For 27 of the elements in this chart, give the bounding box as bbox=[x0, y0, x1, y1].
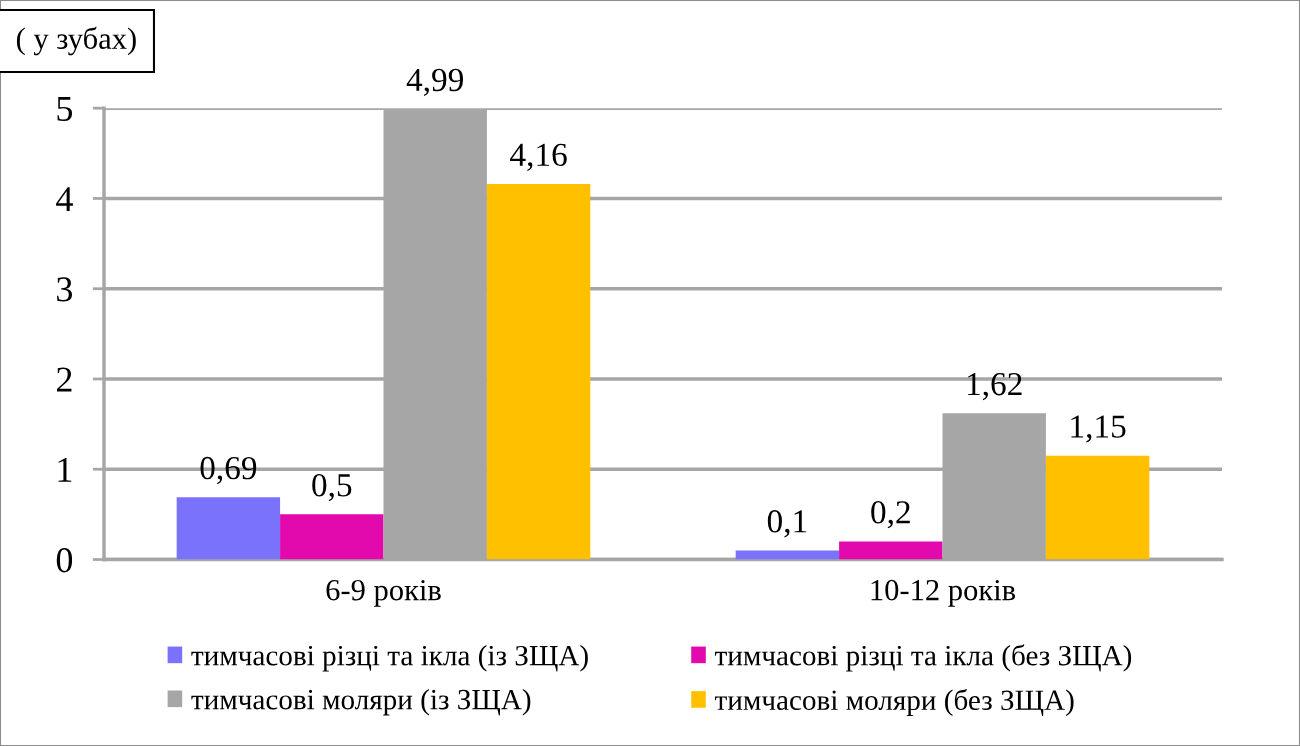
data-label: 0,1 bbox=[767, 510, 807, 538]
legend-label: тимчасові моляри (із ЗЩА) bbox=[191, 688, 531, 716]
data-label: 4,99 bbox=[406, 68, 464, 96]
bar bbox=[839, 541, 943, 560]
x-tick-label: 10-12 років bbox=[871, 579, 1016, 607]
y-tick-label: 3 bbox=[57, 277, 73, 302]
y-tick-label: 4 bbox=[56, 187, 73, 211]
y-tick-label: 1 bbox=[58, 457, 72, 482]
bar bbox=[176, 497, 281, 560]
legend-label: тимчасові різці та ікла (із ЗЩА) bbox=[191, 644, 588, 672]
y-tick-label: 2 bbox=[56, 367, 72, 392]
bar bbox=[280, 514, 384, 560]
data-label: 0,69 bbox=[200, 456, 257, 485]
y-axis-title: ( у зубах) bbox=[16, 26, 136, 56]
data-label: 1,15 bbox=[1071, 415, 1126, 443]
data-label: 0,5 bbox=[312, 473, 352, 502]
y-tick-label: 0 bbox=[56, 548, 73, 573]
legend-label: тимчасові моляри (без ЗЩА) bbox=[714, 688, 1074, 717]
bar bbox=[486, 183, 591, 560]
bar bbox=[735, 550, 840, 560]
data-label: 0,2 bbox=[871, 501, 910, 529]
y-tick-label: 5 bbox=[57, 97, 73, 122]
x-tick-label: 6-9 років bbox=[326, 579, 441, 607]
data-label: 1,62 bbox=[967, 372, 1022, 401]
bar bbox=[1045, 455, 1150, 560]
data-label: 4,16 bbox=[510, 143, 567, 171]
legend-label: тимчасові різці та ікла (без ЗЩА) bbox=[714, 644, 1132, 672]
